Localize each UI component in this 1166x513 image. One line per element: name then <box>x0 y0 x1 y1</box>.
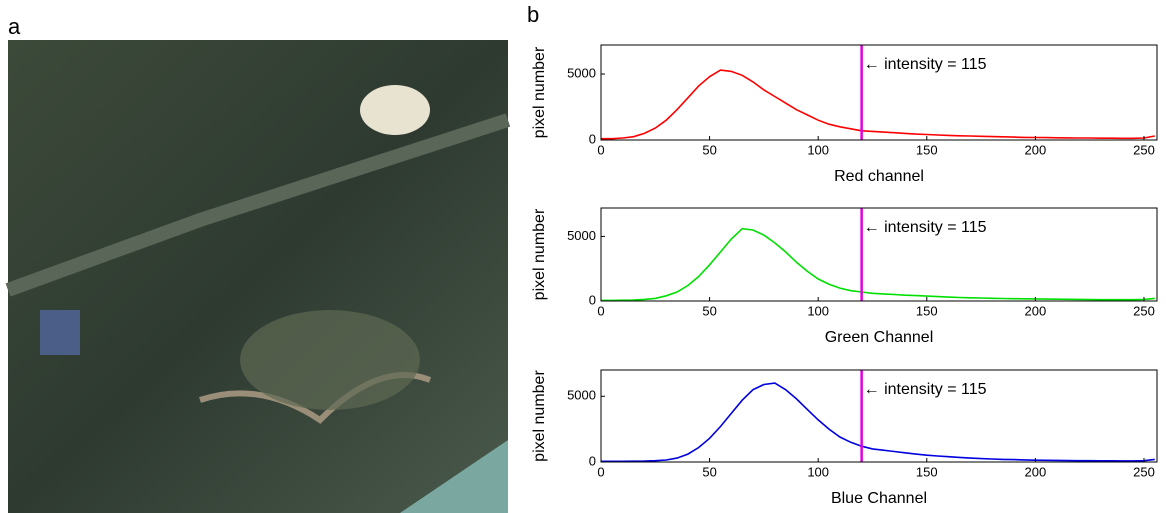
x-axis-label: Green Channel <box>825 329 934 346</box>
x-tick-label: 100 <box>807 464 829 479</box>
x-axis-label: Blue Channel <box>831 490 927 507</box>
annotation: ← intensity = 115 <box>864 381 987 398</box>
histogram-line <box>601 227 1155 302</box>
y-tick-label: 5000 <box>567 65 596 80</box>
x-tick-label: 200 <box>1025 303 1047 318</box>
x-tick-label: 250 <box>1133 303 1155 318</box>
x-tick-label: 100 <box>807 303 829 318</box>
y-axis-label: pixel number <box>531 208 548 300</box>
x-tick-label: 200 <box>1025 142 1047 157</box>
x-tick-label: 100 <box>807 142 829 157</box>
x-tick-label: 250 <box>1133 142 1155 157</box>
x-tick-label: 0 <box>597 464 604 479</box>
x-tick-label: 50 <box>702 303 716 318</box>
y-tick-label: 0 <box>589 453 596 468</box>
annotation: ← intensity = 115 <box>864 56 987 73</box>
x-tick-label: 0 <box>597 303 604 318</box>
x-tick-label: 50 <box>702 464 716 479</box>
y-tick-label: 0 <box>589 131 596 146</box>
x-tick-label: 150 <box>916 142 938 157</box>
y-tick-label: 0 <box>589 292 596 307</box>
panel-label: a <box>8 14 21 39</box>
plot-frame <box>600 369 1158 463</box>
x-tick-label: 0 <box>597 142 604 157</box>
histogram-line <box>601 69 1155 140</box>
y-axis-label: pixel number <box>531 370 548 462</box>
panel-label: b <box>527 2 539 27</box>
plot-frame <box>600 207 1158 302</box>
y-axis-label: pixel number <box>531 46 548 138</box>
x-tick-label: 150 <box>916 464 938 479</box>
annotation: ← intensity = 115 <box>864 219 987 236</box>
x-tick-label: 50 <box>702 142 716 157</box>
aerial-image <box>5 40 511 513</box>
x-tick-label: 150 <box>916 303 938 318</box>
y-tick-label: 5000 <box>567 228 596 243</box>
y-tick-label: 5000 <box>567 388 596 403</box>
x-axis-label: Red channel <box>834 168 924 185</box>
histogram-line <box>601 382 1155 463</box>
x-tick-label: 250 <box>1133 464 1155 479</box>
x-tick-label: 200 <box>1025 464 1047 479</box>
plot-frame <box>600 44 1158 141</box>
